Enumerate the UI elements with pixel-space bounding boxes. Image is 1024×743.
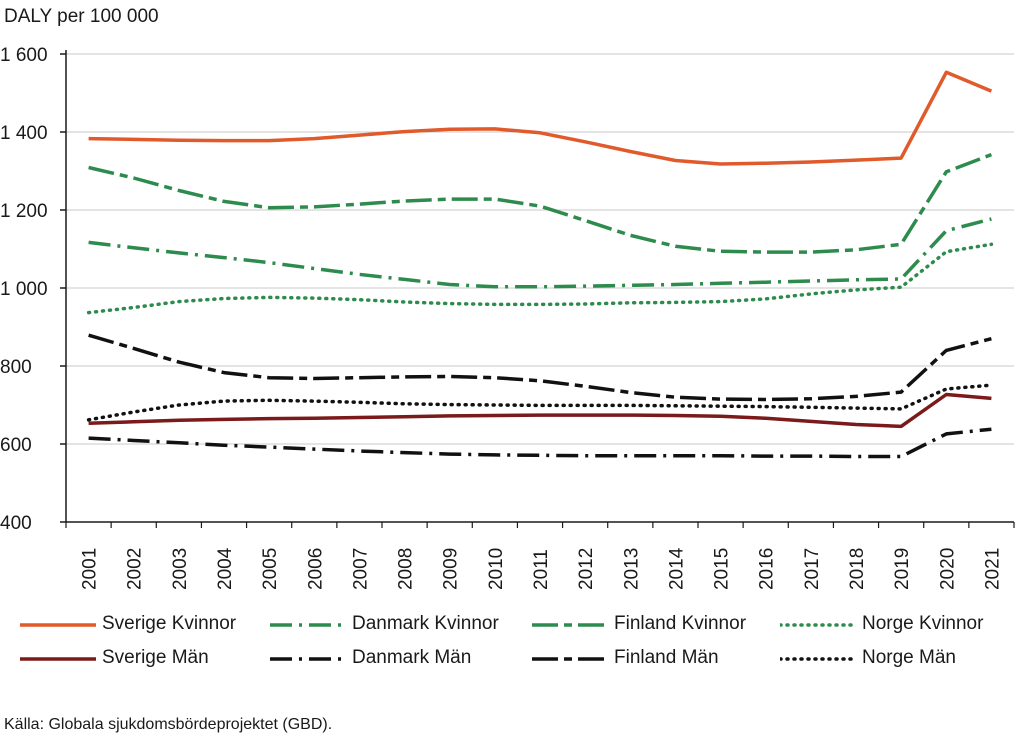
y-tick-label: 1 200 [0,201,48,222]
legend-swatch [270,623,346,627]
legend-swatch [780,623,856,627]
x-tick-label: 2014 [666,547,687,590]
y-tick-label: 400 [0,513,32,534]
y-tick-label: 1 000 [0,279,48,300]
x-tick-label: 2011 [531,549,552,590]
series-line-sverige-män [88,392,992,429]
series-line-finland-män [88,333,992,402]
legend-label: Finland Kvinnor [614,613,747,634]
x-tick-label: 2010 [486,548,507,590]
x-tick-label: 2001 [80,548,101,590]
y-tick-label: 1 400 [0,123,48,144]
legend-swatch [20,657,96,661]
legend-label: Norge Kvinnor [862,613,984,634]
x-tick-label: 2003 [170,548,191,590]
legend-swatch [270,657,346,661]
x-tick-label: 2015 [712,548,733,590]
series-line-danmark-kvinnor [88,217,992,289]
x-tick-label: 2018 [847,548,868,590]
x-tick-label: 2016 [757,548,778,590]
source-note: Källa: Globala sjukdomsbördeprojektet (G… [4,716,333,733]
legend-label: Sverige Män [102,647,209,668]
x-tick-label: 2002 [125,548,146,590]
y-axis-title: DALY per 100 000 [4,6,159,27]
legend-label: Sverige Kvinnor [102,613,237,634]
series-line-finland-kvinnor [88,152,993,254]
legend-label: Danmark Män [352,647,472,668]
x-tick-label: 2017 [802,548,823,590]
x-tick-label: 2009 [441,548,462,590]
x-tick-label: 2021 [982,548,1003,590]
y-tick-label: 600 [0,435,32,456]
x-tick-label: 2004 [215,547,236,590]
y-tick-label: 1 600 [0,45,48,66]
x-tick-label: 2020 [937,548,958,590]
y-tick-label: 800 [0,357,32,378]
legend-swatch [20,623,96,627]
series-line-danmark-män [88,427,992,459]
legend-swatch [532,623,608,627]
legend-swatch [532,657,608,661]
series-line-sverige-kvinnor [88,70,993,166]
legend-label: Danmark Kvinnor [352,613,499,634]
legend-label: Finland Män [614,647,719,668]
legend-label: Norge Män [862,647,956,668]
x-tick-label: 2006 [305,548,326,590]
legend-swatch [780,657,856,661]
x-tick-label: 2008 [396,548,417,590]
x-tick-label: 2012 [576,548,597,590]
x-tick-label: 2013 [621,548,642,590]
x-tick-label: 2019 [892,548,913,590]
x-tick-label: 2007 [350,548,371,590]
x-tick-label: 2005 [260,548,281,590]
